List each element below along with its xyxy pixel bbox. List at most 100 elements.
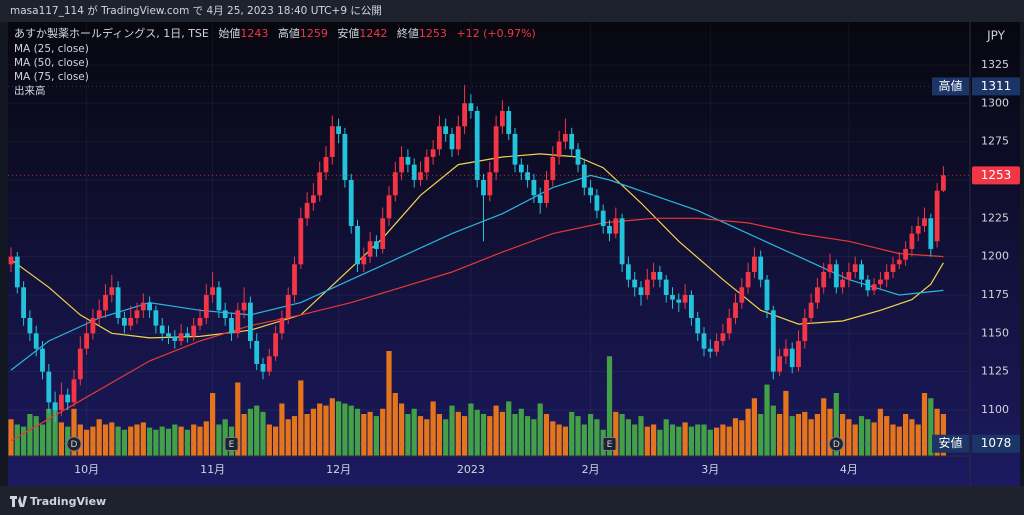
volume-bar: [928, 398, 934, 456]
volume-bar: [96, 419, 102, 456]
candle-body: [500, 110, 505, 127]
volume-bar: [745, 408, 751, 456]
volume-bar: [424, 419, 430, 456]
volume-bar: [871, 422, 877, 456]
candle-body: [115, 287, 121, 318]
candle-body: [449, 133, 455, 150]
candle-body: [304, 202, 310, 219]
candle-body: [644, 279, 650, 295]
candle-body: [424, 156, 430, 173]
candle-body: [147, 302, 152, 311]
x-tick-label: 2月: [582, 463, 600, 476]
candle-body: [689, 294, 694, 318]
volume-bar: [178, 426, 184, 456]
y-tick-label: 1300: [981, 96, 1009, 109]
candle-body: [707, 348, 713, 352]
volume-bar: [336, 401, 342, 456]
candle-body: [733, 302, 738, 318]
candle-body: [714, 340, 719, 352]
volume-bar: [392, 393, 398, 456]
volume-bar: [789, 416, 795, 456]
candle-body: [575, 149, 581, 165]
y-tick-label: 1150: [981, 326, 1009, 339]
candle-body: [455, 126, 461, 150]
candle-body: [663, 279, 669, 295]
volume-bar: [399, 403, 405, 456]
candle-body: [285, 294, 291, 318]
candle-body: [764, 279, 770, 311]
candle-body: [14, 256, 20, 288]
volume-bar: [562, 426, 568, 456]
volume-bar: [506, 401, 512, 456]
candle-body: [802, 317, 808, 341]
volume-bar: [714, 427, 720, 456]
y-tick-label: 1175: [981, 288, 1009, 301]
candle-body: [720, 333, 726, 341]
volume-bar: [531, 419, 537, 456]
ma-line: [10, 153, 944, 339]
volume-bar: [487, 416, 493, 456]
candle-body: [827, 264, 833, 272]
volume-bar: [235, 382, 241, 456]
volume-bar: [934, 408, 940, 456]
volume-bar: [499, 411, 505, 456]
ma-legend: MA (25, close): [14, 43, 89, 55]
candle-body: [33, 333, 39, 349]
ma-legend: MA (50, close): [14, 57, 89, 69]
change: +12 (+0.97%): [456, 27, 535, 40]
candle-body: [197, 317, 203, 326]
candle-body: [399, 156, 404, 173]
top-bar: [0, 0, 1024, 22]
candle-body: [430, 149, 436, 157]
candle-body: [77, 348, 83, 380]
candle-body: [40, 348, 45, 372]
candle-body: [846, 271, 852, 280]
volume-bar: [71, 408, 77, 456]
volume-bar: [556, 424, 562, 456]
candle-body: [770, 310, 776, 372]
ohlc-value: 1253: [419, 27, 447, 40]
ohlc-label: 安値: [337, 26, 359, 40]
volume-bar: [669, 424, 676, 456]
candle-body: [682, 294, 688, 303]
candle-body: [600, 210, 606, 226]
x-tick-label: 12月: [326, 463, 351, 476]
candle-body: [222, 310, 228, 318]
volume-bar: [915, 424, 921, 456]
candle-body: [896, 259, 902, 265]
volume-bar: [165, 428, 172, 456]
candle-body: [922, 218, 927, 226]
candle-body: [581, 164, 587, 188]
volume-bar: [619, 414, 625, 456]
candle-body: [815, 287, 820, 303]
volume-bar: [455, 411, 461, 456]
candle-body: [758, 256, 764, 280]
candle-body: [235, 310, 241, 334]
candle-body: [392, 172, 398, 196]
candle-body: [216, 287, 222, 311]
candle-body: [701, 333, 707, 349]
candle-body: [808, 302, 814, 318]
volume-bar: [770, 405, 776, 456]
x-tick-label: 10月: [74, 463, 99, 476]
candle-body: [878, 279, 883, 285]
volume-bar: [310, 408, 316, 456]
chart-background: [8, 22, 1020, 486]
candle-body: [21, 287, 26, 318]
volume-bar: [833, 393, 839, 456]
candle-body: [260, 363, 266, 372]
ma-legend: MA (75, close): [14, 71, 89, 83]
volume-bar: [777, 414, 783, 456]
candle-body: [386, 195, 392, 219]
price-tag-value: 1078: [981, 436, 1012, 450]
volume-bar: [840, 414, 846, 456]
candle-body: [27, 317, 33, 334]
volume-bar: [480, 414, 487, 456]
candle-body: [336, 126, 341, 134]
volume-bar: [373, 416, 379, 456]
candle-body: [941, 175, 946, 191]
candle-body: [651, 271, 656, 280]
candle-body: [670, 294, 675, 300]
price-tag-label: 高値: [938, 78, 962, 93]
candle-body: [569, 133, 575, 150]
